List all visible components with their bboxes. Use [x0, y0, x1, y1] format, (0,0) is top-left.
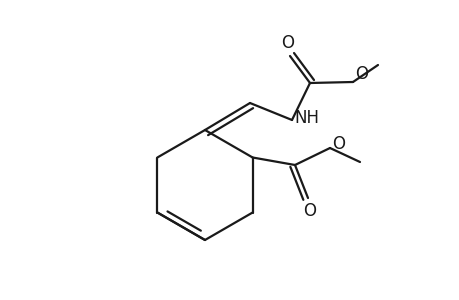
Text: O: O [331, 135, 344, 153]
Text: O: O [303, 202, 316, 220]
Text: NH: NH [293, 109, 318, 127]
Text: O: O [354, 65, 367, 83]
Text: O: O [281, 34, 294, 52]
